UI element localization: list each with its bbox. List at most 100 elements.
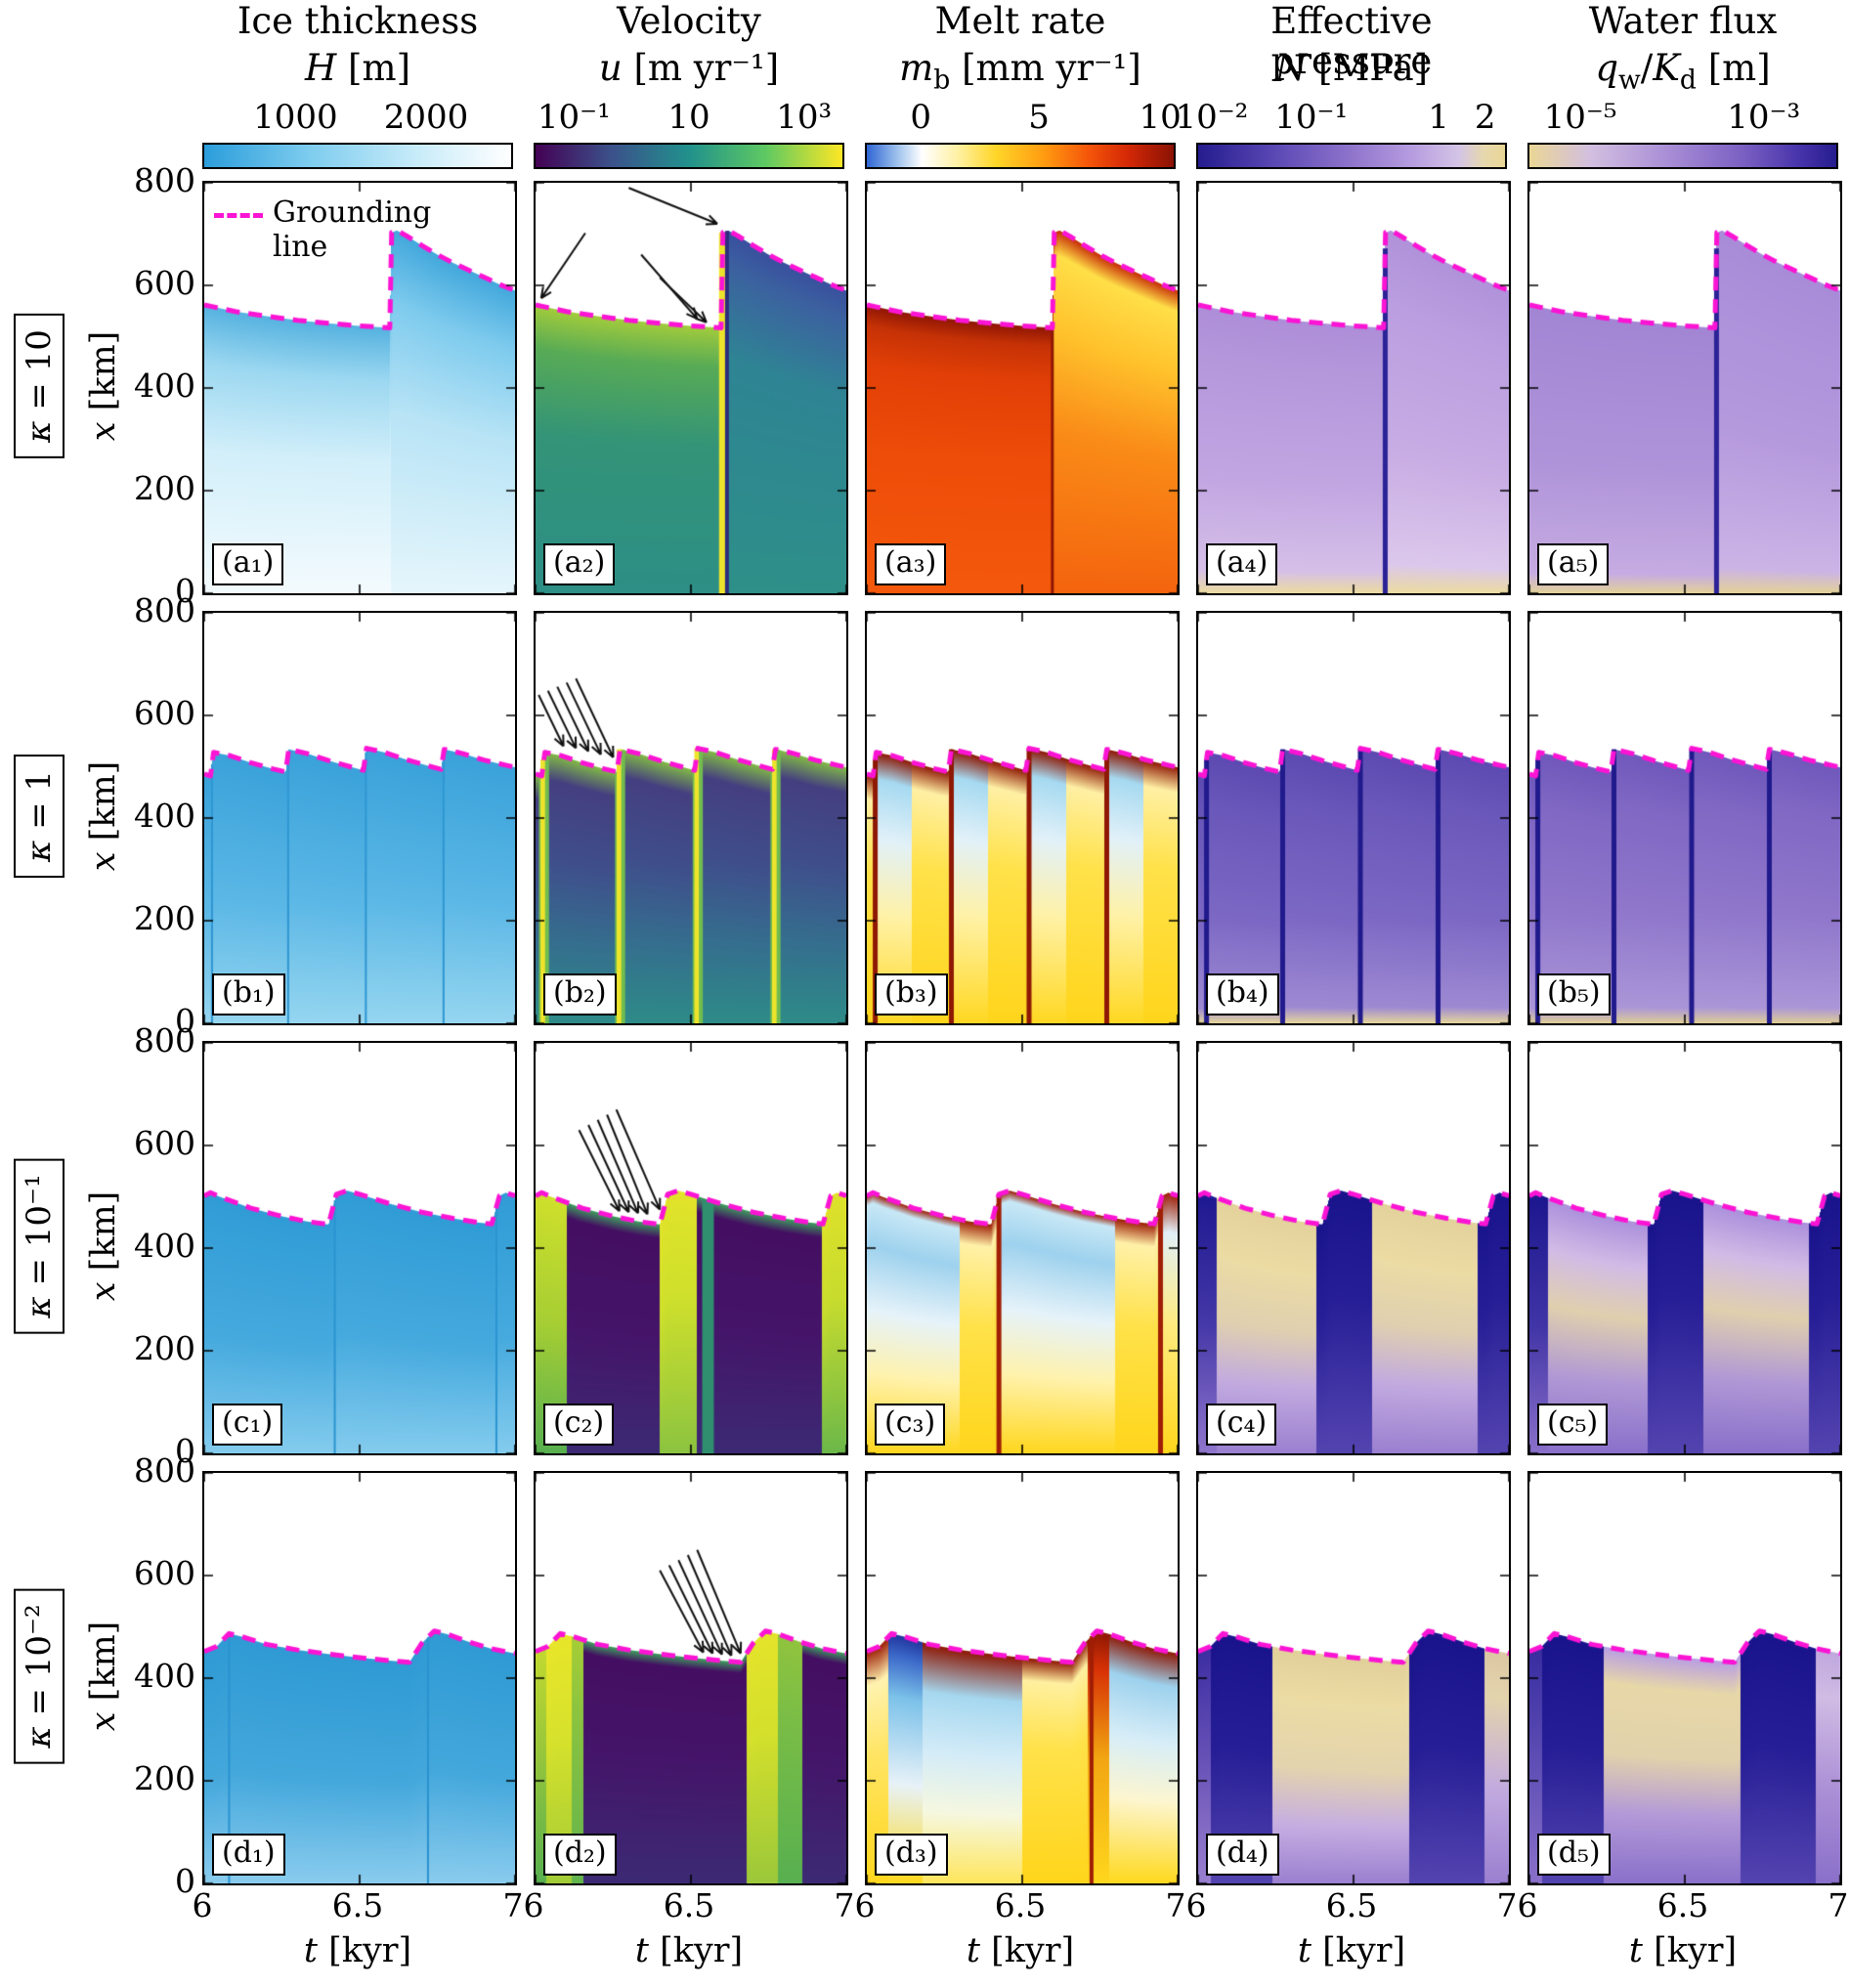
y-tick-label: 600 xyxy=(134,1554,195,1592)
column-symbol-ice-thickness: H [m] xyxy=(305,47,410,89)
heatmap-a5 xyxy=(1529,183,1840,593)
panel-d2: (d₂) xyxy=(534,1471,848,1885)
column-symbol-velocity: u [m yr⁻¹] xyxy=(598,47,780,89)
heatmap-c4 xyxy=(1198,1043,1509,1453)
heatmap-d3 xyxy=(867,1473,1178,1883)
y-tick-label: 400 xyxy=(134,367,195,405)
panel-c4: (c₄) xyxy=(1196,1041,1511,1455)
panel-label-d4: (d₄) xyxy=(1206,1834,1279,1876)
y-tick-label: 800 xyxy=(134,1451,195,1490)
panel-a1: Grounding line (a₁) xyxy=(202,181,517,595)
y-tick-label: 600 xyxy=(134,1124,195,1162)
x-tick-label: 6 xyxy=(1185,1886,1207,1924)
y-tick-label: 200 xyxy=(134,1759,195,1797)
colorbar-ticks-melt-rate: 0 5 10 xyxy=(865,90,1181,137)
panel-label-b5: (b₅) xyxy=(1537,973,1611,1016)
y-tick-label: 400 xyxy=(134,1227,195,1265)
panel-label-a3: (a₃) xyxy=(875,543,947,585)
heatmap-c2 xyxy=(536,1043,846,1453)
panel-a4: (a₄) xyxy=(1196,181,1511,595)
column-title-ice-thickness: Ice thickness xyxy=(236,0,479,42)
heatmap-d4 xyxy=(1198,1473,1509,1883)
colorbar-tick: 1 xyxy=(1428,98,1449,137)
heatmap-b5 xyxy=(1529,613,1840,1023)
x-tick-label: 6.5 xyxy=(1656,1886,1709,1924)
colorbar-tick: 2000 xyxy=(383,98,469,137)
y-tick-label: 600 xyxy=(134,694,195,732)
colorbar-tick: 1000 xyxy=(253,98,338,137)
panel-c2: (c₂) xyxy=(534,1041,848,1455)
panel-label-b2: (b₂) xyxy=(543,973,617,1016)
column-title-water-flux: Water flux xyxy=(1588,0,1778,42)
panel-label-b4: (b₄) xyxy=(1206,973,1279,1016)
panel-a5: (a₅) xyxy=(1527,181,1842,595)
y-axis-label-row-b: x [km] xyxy=(84,760,123,872)
x-axis-label-col2: t [kyr] xyxy=(634,1931,744,1970)
colorbar-melt-rate xyxy=(865,143,1176,169)
row-label-kappa-10: κ = 10 xyxy=(14,314,64,458)
y-tick-label: 800 xyxy=(134,161,195,199)
panel-label-c3: (c₃) xyxy=(875,1404,946,1446)
x-axis-label-col5: t [kyr] xyxy=(1628,1931,1738,1970)
grounding-line-sample xyxy=(214,213,263,264)
heatmap-b4 xyxy=(1198,613,1509,1023)
row-label-kappa-1e-1: κ = 10⁻¹ xyxy=(14,1158,64,1334)
heatmap-b2 xyxy=(536,613,846,1023)
panel-a3: (a₃) xyxy=(865,181,1180,595)
colorbar-ticks-water-flux: 10⁻⁵ 10⁻³ xyxy=(1527,90,1838,137)
heatmap-d5 xyxy=(1529,1473,1840,1883)
panel-b3: (b₃) xyxy=(865,611,1180,1025)
x-tick-label: 6 xyxy=(854,1886,876,1924)
panel-label-a5: (a₅) xyxy=(1537,543,1610,585)
y-tick-label: 200 xyxy=(134,469,195,507)
x-tick-label: 6.5 xyxy=(994,1886,1047,1924)
panel-d1: (d₁) xyxy=(202,1471,517,1885)
y-tick-label: 600 xyxy=(134,264,195,302)
x-axis-label-col3: t [kyr] xyxy=(966,1931,1075,1970)
panel-b5: (b₅) xyxy=(1527,611,1842,1025)
panel-a2: (a₂) xyxy=(534,181,848,595)
panel-label-d1: (d₁) xyxy=(212,1834,285,1876)
panel-c5: (c₅) xyxy=(1527,1041,1842,1455)
x-tick-label: 6 xyxy=(1517,1886,1538,1924)
panel-label-c5: (c₅) xyxy=(1537,1404,1609,1446)
colorbar-tick: 10 xyxy=(1139,98,1182,137)
y-tick-label: 400 xyxy=(134,1657,195,1695)
y-tick-label: 0 xyxy=(175,572,195,610)
column-title-velocity: Velocity xyxy=(617,0,761,42)
colorbar-tick: 5 xyxy=(1028,98,1050,137)
y-tick-label: 800 xyxy=(134,1021,195,1059)
panel-label-d3: (d₃) xyxy=(875,1834,948,1876)
panel-label-d5: (d₅) xyxy=(1537,1834,1611,1876)
y-tick-label: 0 xyxy=(175,1002,195,1040)
panel-label-a4: (a₄) xyxy=(1206,543,1278,585)
y-tick-label: 0 xyxy=(175,1432,195,1470)
colorbar-effective-pressure xyxy=(1196,143,1507,169)
y-tick-label: 200 xyxy=(134,899,195,937)
x-tick-label: 6.5 xyxy=(331,1886,384,1924)
panel-label-b3: (b₃) xyxy=(875,973,948,1016)
panel-b4: (b₄) xyxy=(1196,611,1511,1025)
y-tick-label: 800 xyxy=(134,591,195,629)
panel-label-c1: (c₁) xyxy=(212,1404,283,1446)
panel-b1: (b₁) xyxy=(202,611,517,1025)
colorbar-tick: 10 xyxy=(667,98,710,137)
colorbar-ice-thickness xyxy=(202,143,513,169)
colorbar-tick: 10⁻³ xyxy=(1727,98,1801,137)
panel-label-c4: (c₄) xyxy=(1206,1404,1277,1446)
panel-label-a2: (a₂) xyxy=(543,543,616,585)
panel-label-a1: (a₁) xyxy=(212,543,284,585)
colorbar-velocity xyxy=(534,143,844,169)
panel-d5: (d₅) xyxy=(1527,1471,1842,1885)
row-label-kappa-1e-2: κ = 10⁻² xyxy=(14,1588,64,1764)
panel-c3: (c₃) xyxy=(865,1041,1180,1455)
x-tick-label: 7 xyxy=(1496,1886,1518,1924)
x-axis-label-col1: t [kyr] xyxy=(303,1931,412,1970)
x-tick-label: 6.5 xyxy=(1325,1886,1378,1924)
y-axis-label-row-c: x [km] xyxy=(84,1190,123,1302)
y-tick-label: 0 xyxy=(175,1862,195,1900)
heatmap-a1 xyxy=(204,183,515,593)
x-tick-label: 6.5 xyxy=(663,1886,715,1924)
grounding-line-legend: Grounding line xyxy=(214,195,431,264)
